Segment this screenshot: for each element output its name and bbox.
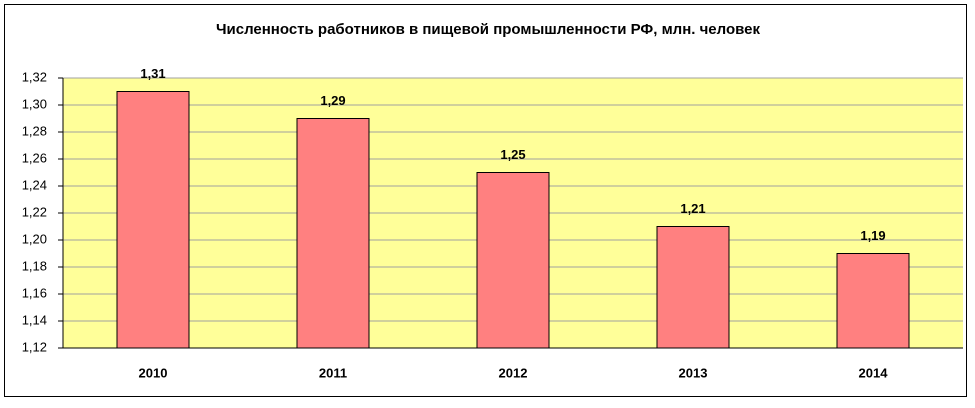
bar xyxy=(656,226,730,349)
x-tick-label: 2012 xyxy=(499,365,528,380)
bar xyxy=(296,118,370,349)
y-tick-label: 1,12 xyxy=(22,339,47,354)
value-label: 1,29 xyxy=(320,93,345,108)
bar xyxy=(476,172,550,349)
y-tick-label: 1,18 xyxy=(22,258,47,273)
y-tick-label: 1,20 xyxy=(22,231,47,246)
value-label: 1,31 xyxy=(140,66,165,81)
y-tick-label: 1,28 xyxy=(22,123,47,138)
y-tick-label: 1,32 xyxy=(22,69,47,84)
y-tick-label: 1,26 xyxy=(22,150,47,165)
bar xyxy=(836,253,910,349)
value-label: 1,21 xyxy=(680,201,705,216)
y-tick-label: 1,16 xyxy=(22,285,47,300)
bar xyxy=(116,91,190,349)
x-tick-label: 2014 xyxy=(859,365,889,380)
y-tick-label: 1,22 xyxy=(22,204,47,219)
x-tick-label: 2010 xyxy=(139,365,168,380)
value-label: 1,25 xyxy=(500,147,525,162)
x-tick-label: 2013 xyxy=(679,365,708,380)
chart-title: Численность работников в пищевой промышл… xyxy=(216,21,761,38)
y-tick-label: 1,30 xyxy=(22,96,47,111)
x-tick-label: 2011 xyxy=(319,365,347,380)
y-tick-label: 1,14 xyxy=(22,312,47,327)
y-tick-label: 1,24 xyxy=(22,177,47,192)
value-label: 1,19 xyxy=(860,228,885,243)
